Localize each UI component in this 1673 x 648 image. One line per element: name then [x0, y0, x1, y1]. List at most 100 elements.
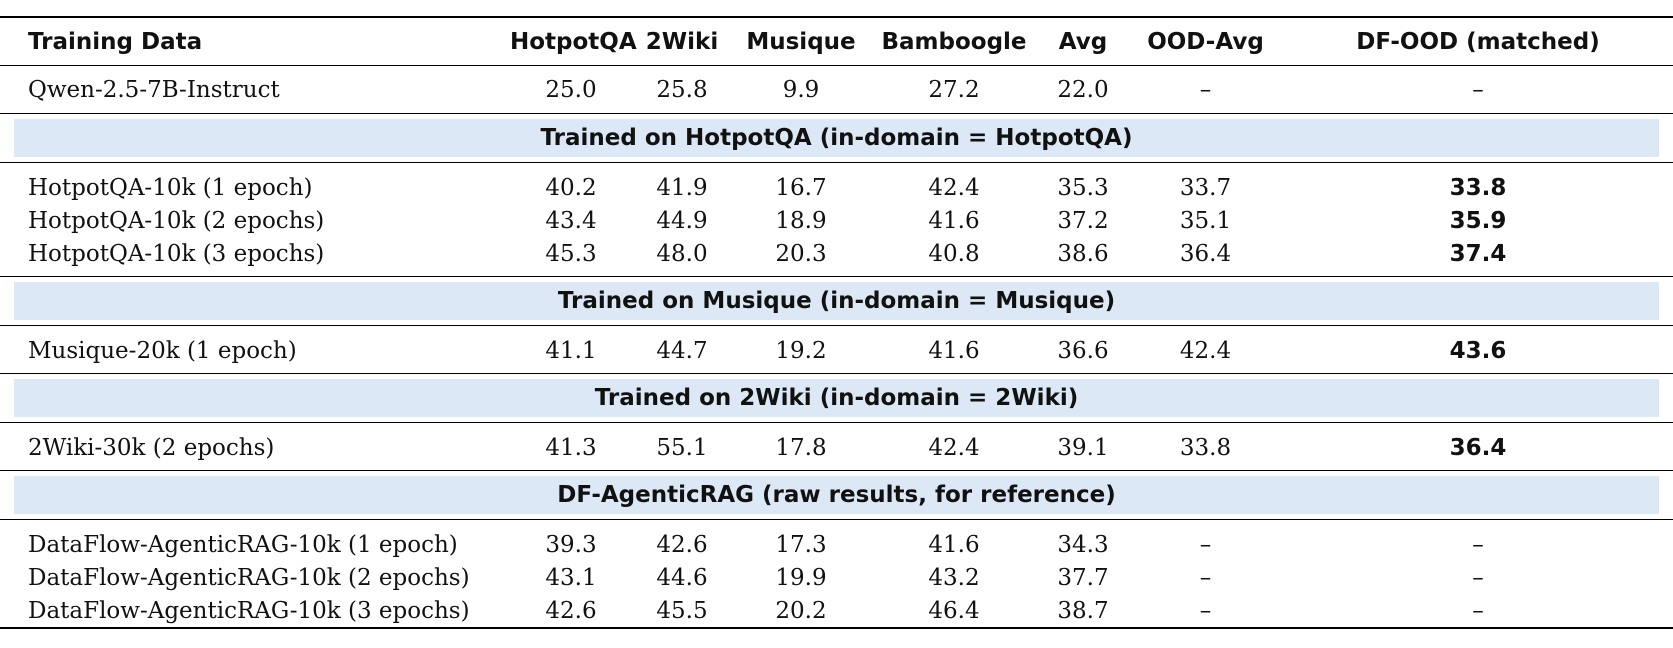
- row-label: Musique-20k (1 epoch): [0, 325, 510, 374]
- row-label: DataFlow-AgenticRAG-10k (1 epoch): [28, 531, 458, 558]
- row-label: Qwen-2.5-7B-Instruct: [0, 65, 510, 114]
- cell-bamboogle: 43.2: [928, 564, 980, 591]
- cell-bamboogle: 42.4: [928, 174, 980, 201]
- cell-musique: 18.9: [775, 207, 827, 234]
- cell-ood-avg: 42.4: [1128, 325, 1283, 374]
- row-label: HotpotQA-10k (3 epochs): [0, 237, 510, 277]
- cell-df-ood: 36.4: [1283, 422, 1673, 471]
- cell-bamboogle: 41.6: [928, 531, 980, 558]
- cell-musique: 19.9: [775, 564, 827, 591]
- cell-musique: 16.7: [775, 174, 827, 201]
- cell-avg: 39.1: [1038, 422, 1128, 471]
- col-header-training-data: Training Data: [0, 16, 510, 66]
- cell-df-ood: 33.8: [1449, 174, 1507, 201]
- cell-df-ood: 35.9: [1449, 207, 1507, 234]
- section-title-musique: Trained on Musique (in-domain = Musique): [0, 276, 1673, 326]
- header-row: Training Data HotpotQA 2Wiki Musique Bam…: [0, 16, 1673, 66]
- cell-hotpotqa: 41.3: [510, 422, 632, 471]
- cell-ood-avg: 33.7: [1179, 174, 1232, 201]
- col-header-df-ood-matched: DF-OOD (matched): [1283, 16, 1673, 66]
- cell-hotpotqa: 40.2: [545, 174, 597, 201]
- cell-ood-avg: –: [1128, 594, 1283, 629]
- cell-musique: 9.9: [732, 65, 870, 114]
- col-header-2wiki: 2Wiki: [632, 16, 732, 66]
- col-header-ood-avg: OOD-Avg: [1128, 16, 1283, 66]
- table-row: HotpotQA-10k (3 epochs) 45.3 48.0 20.3 4…: [0, 237, 1673, 277]
- cell-bamboogle: 27.2: [870, 65, 1038, 114]
- cell-bamboogle: 42.4: [870, 422, 1038, 471]
- row-label: 2Wiki-30k (2 epochs): [0, 422, 510, 471]
- col-header-bamboogle: Bamboogle: [870, 16, 1038, 66]
- table-row: 2Wiki-30k (2 epochs) 41.3 55.1 17.8 42.4…: [0, 422, 1673, 471]
- cell-avg: 38.6: [1038, 237, 1128, 277]
- cell-musique: 17.3: [775, 531, 827, 558]
- cell-hotpotqa: 43.1: [545, 564, 597, 591]
- table-row: DataFlow-AgenticRAG-10k (1 epoch) 39.3 4…: [0, 520, 1673, 562]
- cell-ood-avg: –: [1199, 564, 1212, 591]
- section-title-2wiki: Trained on 2Wiki (in-domain = 2Wiki): [0, 373, 1673, 423]
- row-label: DataFlow-AgenticRAG-10k (2 epochs): [28, 564, 470, 591]
- table-row: Musique-20k (1 epoch) 41.1 44.7 19.2 41.…: [0, 325, 1673, 374]
- cell-bamboogle: 41.6: [928, 207, 980, 234]
- section-header-row: Trained on HotpotQA (in-domain = HotpotQ…: [0, 113, 1673, 163]
- cell-ood-avg: –: [1128, 65, 1283, 114]
- section-header-row: DF-AgenticRAG (raw results, for referenc…: [0, 470, 1673, 520]
- cell-df-ood: 43.6: [1283, 325, 1673, 374]
- cell-avg: 34.3: [1057, 531, 1109, 558]
- cell-2wiki: 44.9: [656, 207, 708, 234]
- cell-ood-avg: 33.8: [1128, 422, 1283, 471]
- cell-avg: 22.0: [1038, 65, 1128, 114]
- section-band: Trained on Musique (in-domain = Musique): [14, 282, 1659, 320]
- cell-df-ood: –: [1472, 564, 1484, 591]
- row-label: HotpotQA-10k (1 epoch): [28, 174, 313, 201]
- cell-2wiki: 42.6: [656, 531, 708, 558]
- section-header-row: Trained on 2Wiki (in-domain = 2Wiki): [0, 373, 1673, 423]
- results-table-container: Training Data HotpotQA 2Wiki Musique Bam…: [0, 16, 1673, 629]
- cell-musique: 17.8: [732, 422, 870, 471]
- section-header-row: Trained on Musique (in-domain = Musique): [0, 276, 1673, 326]
- cell-avg: 38.7: [1038, 594, 1128, 629]
- section-band: Trained on 2Wiki (in-domain = 2Wiki): [14, 379, 1659, 417]
- cell-bamboogle: 41.6: [870, 325, 1038, 374]
- cell-avg: 37.2: [1057, 207, 1109, 234]
- table-row: HotpotQA-10k (2 epochs) 43.4 44.9 18.9 4…: [0, 204, 1673, 237]
- cell-bamboogle: 40.8: [870, 237, 1038, 277]
- cell-hotpotqa: 25.0: [510, 65, 632, 114]
- cell-2wiki: 45.5: [632, 594, 732, 629]
- cell-musique: 20.3: [732, 237, 870, 277]
- col-header-avg: Avg: [1038, 16, 1128, 66]
- cell-2wiki: 44.6: [656, 564, 708, 591]
- table-row: HotpotQA-10k (1 epoch) 40.2 41.9 16.7 42…: [0, 163, 1673, 205]
- cell-musique: 20.2: [732, 594, 870, 629]
- row-label: DataFlow-AgenticRAG-10k (3 epochs): [0, 594, 510, 629]
- cell-avg: 35.3: [1057, 174, 1109, 201]
- cell-hotpotqa: 42.6: [510, 594, 632, 629]
- table-row: DataFlow-AgenticRAG-10k (2 epochs) 43.1 …: [0, 561, 1673, 594]
- section-title-hotpotqa: Trained on HotpotQA (in-domain = HotpotQ…: [0, 113, 1673, 163]
- cell-2wiki: 48.0: [632, 237, 732, 277]
- baseline-row: Qwen-2.5-7B-Instruct 25.0 25.8 9.9 27.2 …: [0, 65, 1673, 114]
- results-table: Training Data HotpotQA 2Wiki Musique Bam…: [0, 16, 1673, 629]
- cell-avg: 36.6: [1038, 325, 1128, 374]
- cell-2wiki: 44.7: [632, 325, 732, 374]
- cell-avg: 37.7: [1057, 564, 1109, 591]
- col-header-musique: Musique: [732, 16, 870, 66]
- cell-hotpotqa: 45.3: [510, 237, 632, 277]
- row-label: HotpotQA-10k (2 epochs): [28, 207, 325, 234]
- cell-df-ood: –: [1472, 531, 1484, 558]
- cell-2wiki: 55.1: [632, 422, 732, 471]
- cell-2wiki: 25.8: [632, 65, 732, 114]
- cell-df-ood: –: [1283, 65, 1673, 114]
- col-header-hotpotqa: HotpotQA: [510, 16, 637, 66]
- cell-bamboogle: 46.4: [870, 594, 1038, 629]
- cell-musique: 19.2: [732, 325, 870, 374]
- cell-ood-avg: 35.1: [1179, 207, 1232, 234]
- cell-df-ood: 37.4: [1283, 237, 1673, 277]
- section-band: Trained on HotpotQA (in-domain = HotpotQ…: [14, 119, 1659, 157]
- table-row: DataFlow-AgenticRAG-10k (3 epochs) 42.6 …: [0, 594, 1673, 629]
- cell-hotpotqa: 43.4: [545, 207, 597, 234]
- cell-ood-avg: 36.4: [1128, 237, 1283, 277]
- cell-hotpotqa: 39.3: [545, 531, 597, 558]
- cell-df-ood: –: [1283, 594, 1673, 629]
- section-title-df-agenticrag: DF-AgenticRAG (raw results, for referenc…: [0, 470, 1673, 520]
